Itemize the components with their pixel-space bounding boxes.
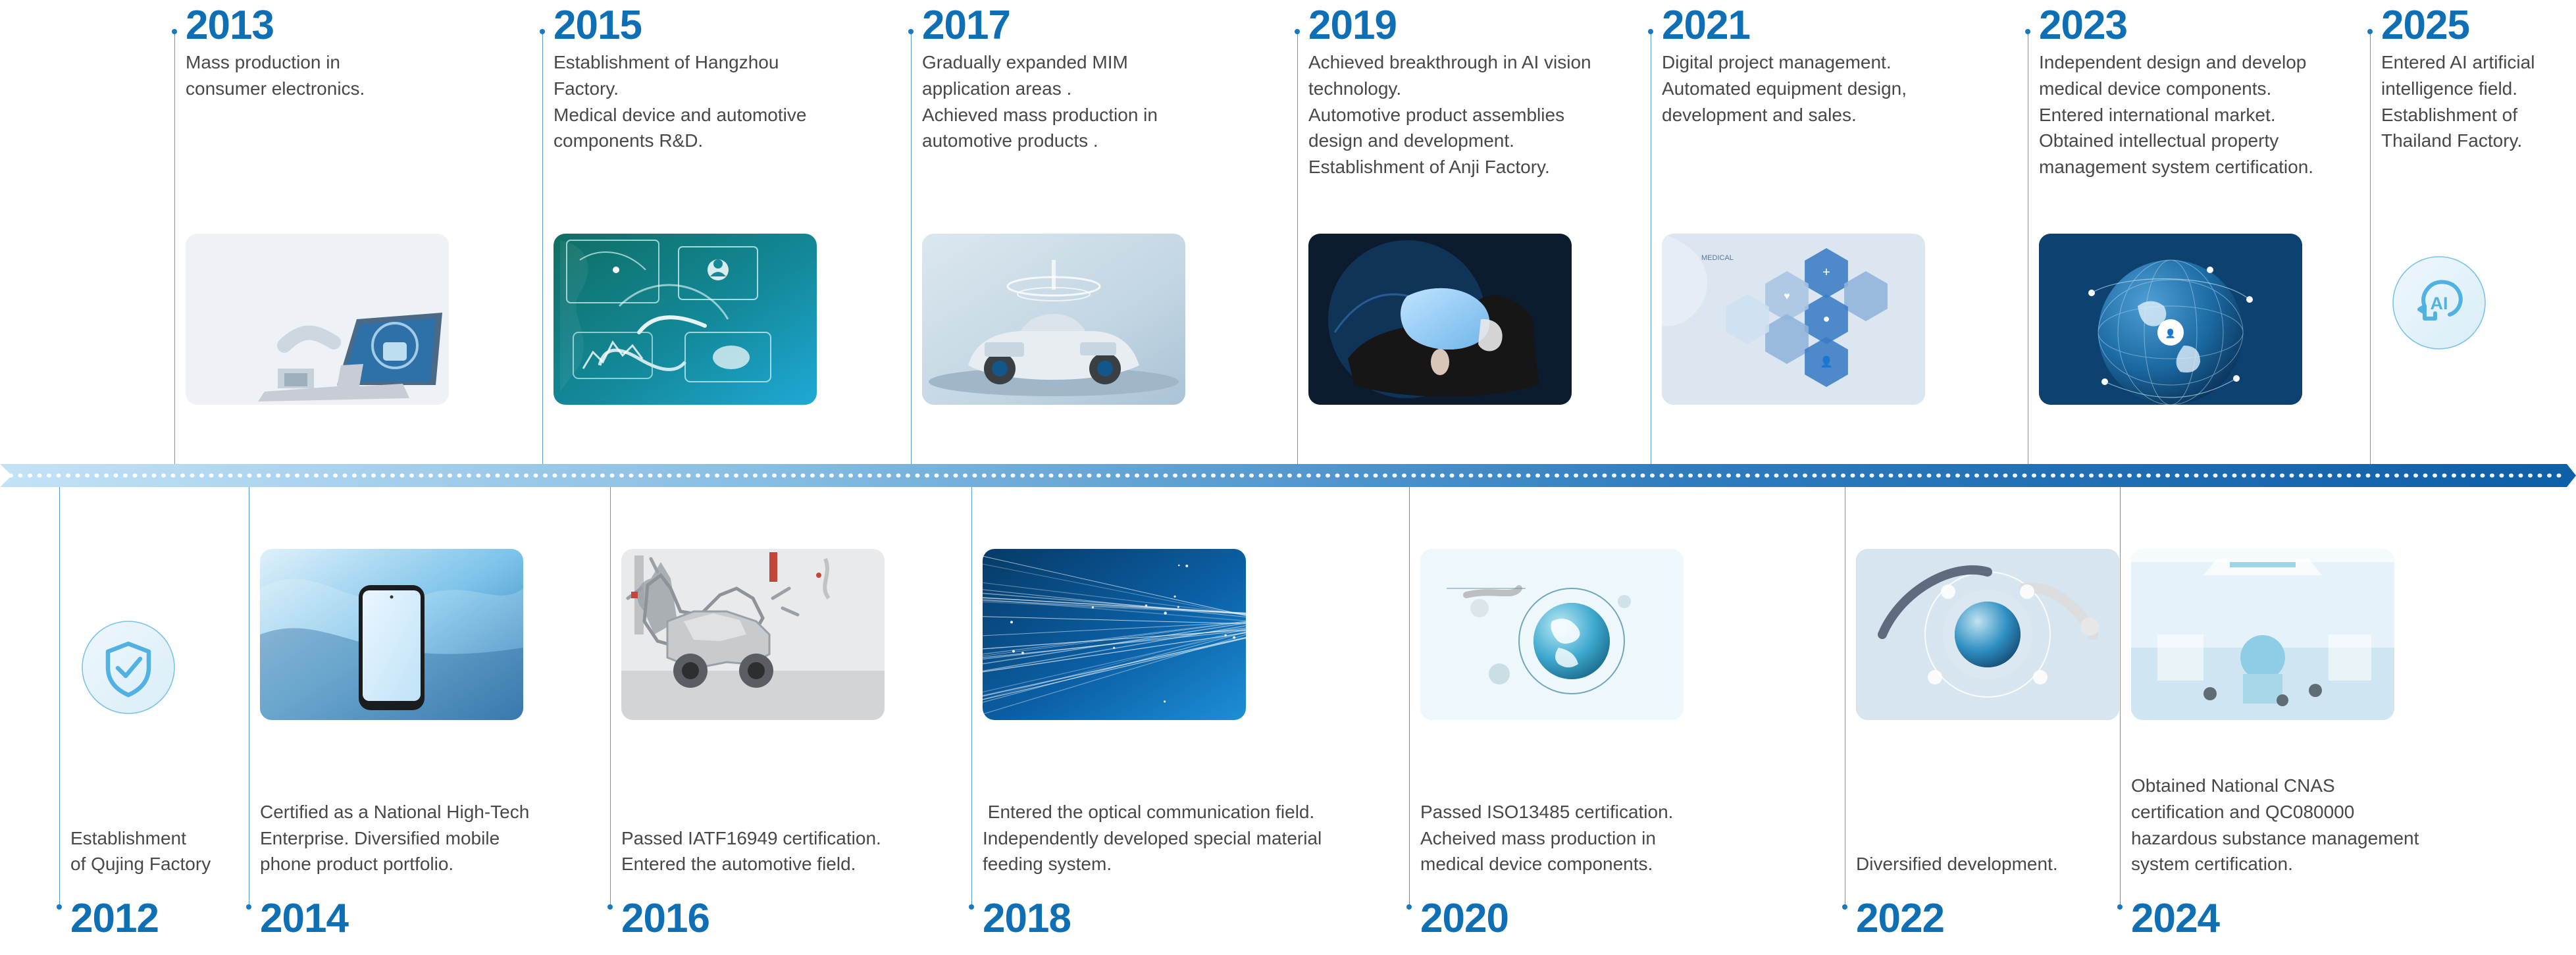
svg-text:AI: AI xyxy=(2431,294,2448,313)
svg-text:+: + xyxy=(1822,265,1830,280)
svg-text:👤: 👤 xyxy=(1820,355,1833,368)
svg-text:👤: 👤 xyxy=(2165,328,2176,338)
svg-text:●: ● xyxy=(1823,312,1830,325)
svg-text:MEDICAL: MEDICAL xyxy=(1701,254,1734,262)
svg-text:♥: ♥ xyxy=(1784,291,1790,302)
